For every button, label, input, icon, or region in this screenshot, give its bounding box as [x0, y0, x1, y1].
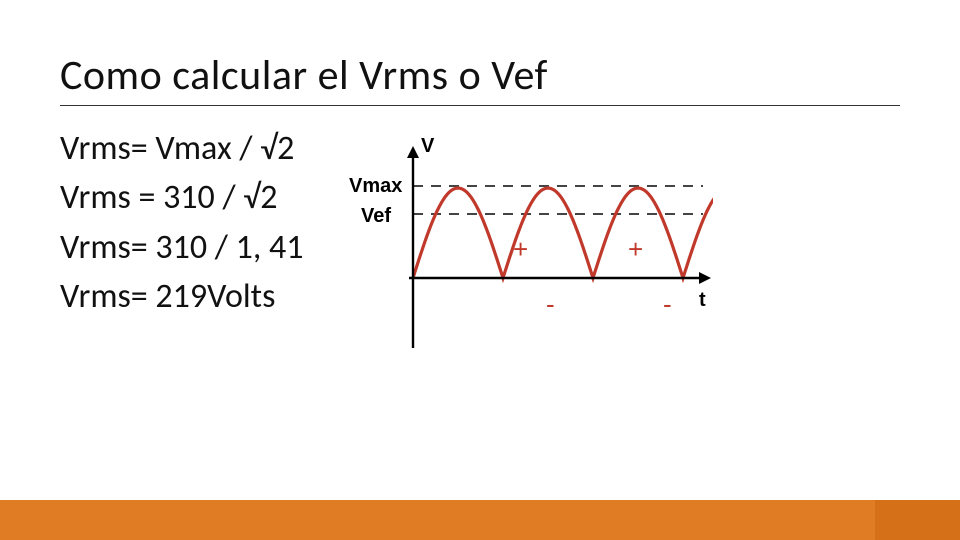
svg-text:+: + — [628, 234, 643, 264]
footer-accent — [875, 500, 960, 540]
formula-line-4: Vrms= 219Volts — [60, 272, 303, 321]
svg-text:Vef: Vef — [361, 205, 391, 227]
page-title: Como calcular el Vrms o Vef — [60, 50, 900, 106]
svg-text:-: - — [663, 289, 672, 319]
content-row: Vrms= Vmax / √2 Vrms = 310 / √2 Vrms= 31… — [60, 124, 900, 368]
formula-block: Vrms= Vmax / √2 Vrms = 310 / √2 Vrms= 31… — [60, 124, 303, 321]
svg-text:V: V — [421, 135, 435, 157]
svg-text:-: - — [546, 289, 555, 319]
footer-bar — [0, 500, 960, 540]
svg-text:Vmax: Vmax — [349, 175, 402, 197]
formula-line-2: Vrms = 310 / √2 — [60, 173, 303, 222]
formula-line-1: Vrms= Vmax / √2 — [60, 124, 303, 173]
svg-text:t: t — [699, 289, 706, 311]
formula-line-3: Vrms= 310 / 1, 41 — [60, 223, 303, 272]
svg-text:+: + — [513, 234, 528, 264]
voltage-chart: VVmaxVeft++-- — [343, 128, 713, 368]
